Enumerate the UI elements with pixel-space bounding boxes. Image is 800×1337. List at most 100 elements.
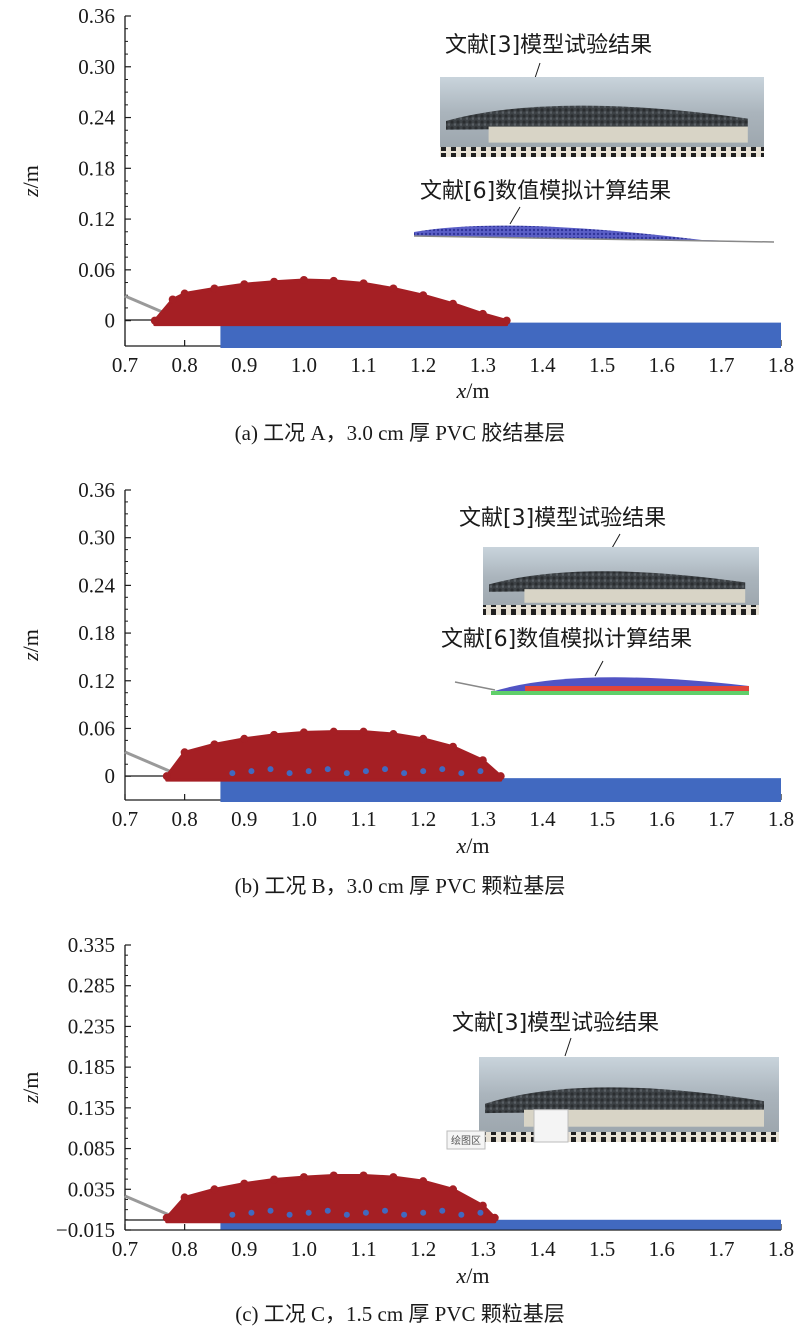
debris-point [449,742,457,751]
x-tick-label: 1.1 [350,353,376,377]
y-axis-label: z/m [18,165,43,198]
debris-point [389,284,398,293]
tag-box [446,1130,486,1150]
x-tick-label: 1.2 [410,1237,436,1261]
panel-b: 0 0.06 0.12 0.18 0.24 0.30 0.36 0.7 0.8 0.9 1.0 1.1… [18,478,794,898]
y-tick-label: 0.18 [78,621,115,645]
x-tick-label: 1.0 [291,1237,317,1261]
debris-point [210,740,219,749]
series-base-layer [220,1219,781,1230]
y-tick-label: 0.12 [78,207,115,231]
inset-label: 文献[6]数值模拟计算结果 [420,179,671,204]
debris-point [180,289,189,298]
series-base-layer [220,778,781,802]
base-particle [439,766,446,773]
debris-point [329,1171,338,1180]
x-tick-label: 1.7 [708,1237,734,1261]
y-tick-label: 0.035 [68,1177,115,1201]
photo-base [524,1109,764,1127]
base-particle [305,768,312,775]
photo-white-block [533,1109,569,1143]
photo-rubble [485,1087,764,1114]
base-particle [286,770,293,777]
debris-point [162,772,171,781]
debris-point [240,280,249,289]
base-particle [477,768,484,775]
x-tick-label: 1.6 [649,353,675,377]
base-particle [305,1209,312,1216]
x-tick-label: 1.4 [529,1237,556,1261]
inset-sim [414,225,774,242]
base-particle [477,1209,484,1216]
base-particle [382,766,389,773]
inset-photo: 文献[3]模型试验结果 [459,506,759,615]
base-particle [362,768,369,775]
debris-point [449,1185,457,1194]
debris-point [162,1213,171,1222]
debris-point [490,1213,499,1222]
base-particle [420,768,427,775]
series-debris-mound [165,1173,497,1224]
y-tick-label: 0.06 [78,716,115,740]
inset-leader [534,62,541,79]
x-tick-label: 0.7 [112,353,138,377]
base-particle [267,1207,274,1214]
series-debris-mound [165,730,503,782]
debris-point [496,772,505,781]
debris-point [449,299,457,308]
inset-leader [509,206,521,225]
base-particle [324,1207,331,1214]
inset-label: 文献[6]数值模拟计算结果 [441,627,692,652]
debris-point [478,756,487,765]
y-tick-label: 0.185 [68,1055,115,1079]
x-tick-label: 0.8 [172,807,198,831]
x-tick-label: 1.5 [589,1237,615,1261]
base-particle [343,1211,350,1218]
x-tick-label: 0.9 [231,1237,257,1261]
y-tick-label: 0 [105,309,116,333]
sim-ground [454,681,496,691]
x-axis-label: x/m [456,833,490,858]
y-tick-label: 0 [105,764,116,788]
inset-leader [564,1037,572,1057]
panel-caption: (c) 工况 C，1.5 cm 厚 PVC 颗粒基层 [235,1302,565,1326]
x-tick-label: 1.8 [768,1237,794,1261]
debris-point [389,730,398,739]
photo-ruler [479,1132,779,1142]
inset-leader [611,533,621,549]
base-particle [229,770,236,777]
inset-sim-b: 文献[6]数值模拟计算结果 [441,627,749,695]
y-tick-label: 0.06 [78,258,115,282]
y-tick-label: 0.36 [78,4,115,28]
x-tick-label: 1.1 [350,807,376,831]
debris-point [210,284,219,293]
photo-rubble [446,105,748,130]
debris-point [270,1175,279,1184]
inset-label: 文献[3]模型试验结果 [459,506,666,531]
base-particle [267,766,274,773]
debris-point [502,316,511,325]
base-particle [362,1209,369,1216]
y-tick-label: 0.085 [68,1137,115,1161]
y-tick-label: 0.18 [78,156,115,180]
panel-caption: (a) 工况 A，3.0 cm 厚 PVC 胶结基层 [235,421,566,445]
x-tick-label: 1.8 [768,353,794,377]
x-tick-label: 0.7 [112,1237,138,1261]
inset-label: 文献[3]模型试验结果 [445,33,652,58]
y-tick-label: 0.12 [78,669,115,693]
tag-text: 绘图区 [451,1134,481,1147]
debris-point [359,727,368,736]
photo-ruler [483,605,759,615]
x-tick-label: 0.9 [231,353,257,377]
debris-point [210,1185,219,1194]
x-tick-label: 1.4 [529,353,556,377]
debris-point [359,1171,368,1180]
inset-label: 文献[3]模型试验结果 [452,1011,659,1036]
y-axis-label: z/m [18,1072,43,1105]
debris-point [389,1173,398,1182]
x-tick-label: 1.0 [291,807,317,831]
debris-point [240,1179,249,1188]
photo-rubble [489,571,746,592]
x-axis-label: x/m [456,1263,490,1288]
base-particle [324,766,331,773]
